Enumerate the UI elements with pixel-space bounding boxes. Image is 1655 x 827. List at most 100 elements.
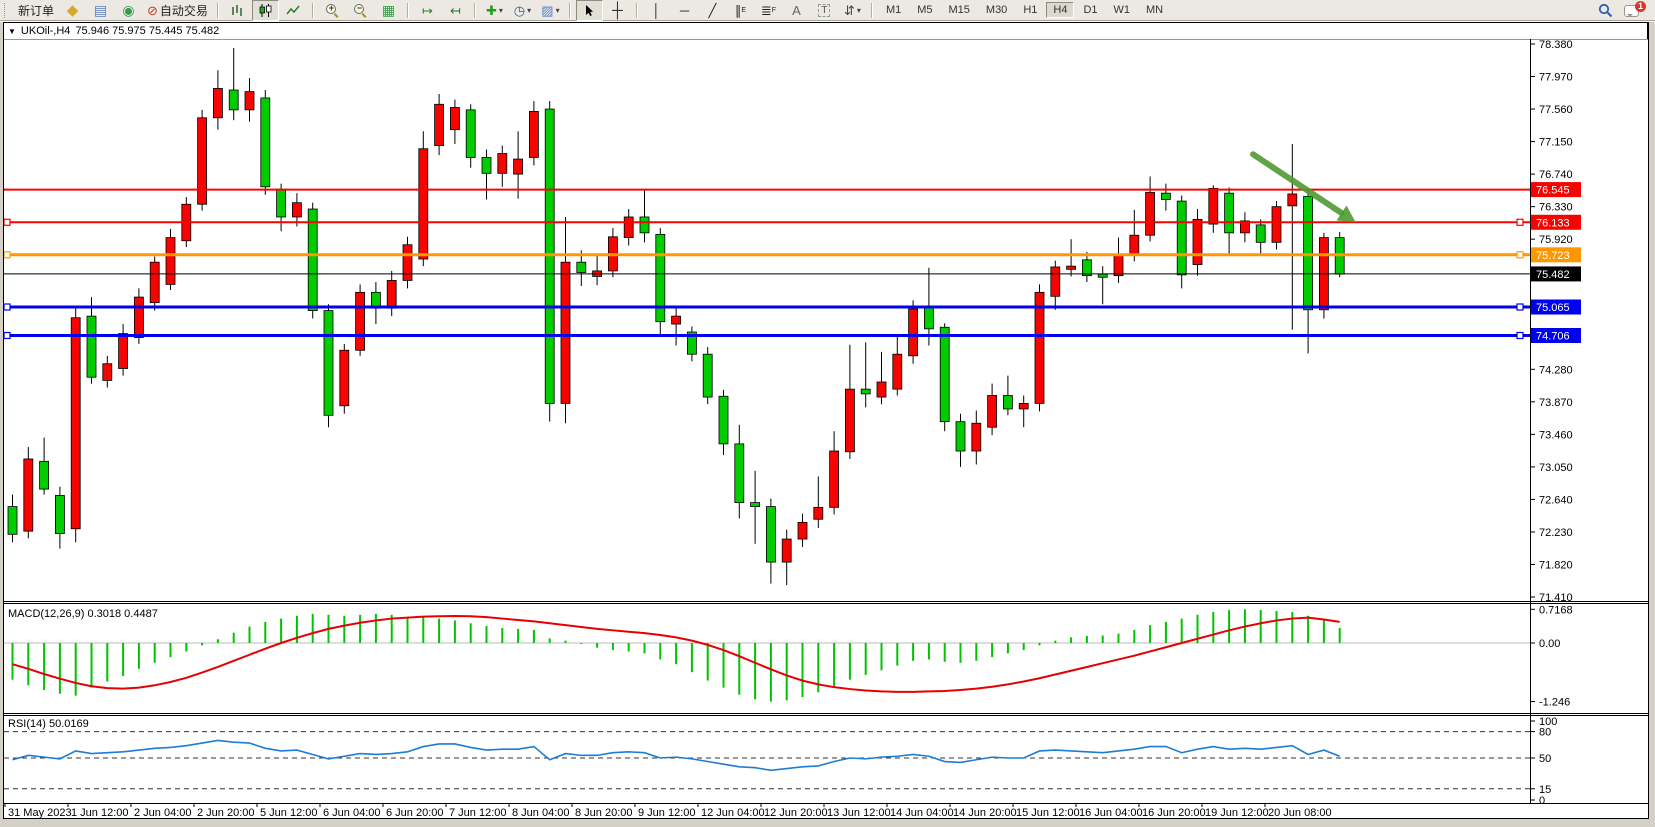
candle-bear xyxy=(1224,192,1234,234)
candle-bear xyxy=(639,216,650,234)
timeframe-d1-button[interactable]: D1 xyxy=(1083,4,1098,16)
crosshair-button[interactable]: ┼ xyxy=(612,1,623,19)
candle-bull xyxy=(386,280,397,309)
line-handle xyxy=(3,251,11,259)
timeframe-m5-button[interactable]: M5 xyxy=(917,4,933,16)
zoom-out-button[interactable]: − xyxy=(347,0,374,21)
timeframe-m1-button[interactable]: M1 xyxy=(885,4,902,16)
timeframe-m30-button[interactable]: M30 xyxy=(985,4,1008,16)
candle-bear xyxy=(687,331,697,355)
new-order-label: 新订单 xyxy=(18,3,55,18)
chart-title-bar[interactable]: ▼ UKOil-,H4 75.946 75.975 75.445 75.482 xyxy=(3,22,1648,39)
bar-chart-button[interactable] xyxy=(224,0,251,21)
candle-bear xyxy=(1255,224,1266,243)
candle-bear xyxy=(228,89,239,111)
text-button[interactable]: A xyxy=(792,2,801,18)
autotrading-label: 自动交易 xyxy=(159,3,208,18)
candle-bull xyxy=(876,381,887,398)
add-indicator-icon: ✚ xyxy=(485,2,497,18)
timeframe-m15-button[interactable]: M15 xyxy=(948,4,970,16)
candle-bear xyxy=(750,502,760,507)
price-tick-label: 77.970 xyxy=(1539,72,1573,84)
price-tick-label: 71.410 xyxy=(1539,592,1573,604)
templates-icon: ▨ xyxy=(541,2,554,18)
chat-button[interactable]: 1 xyxy=(1620,0,1648,21)
toolbar-grip[interactable] xyxy=(4,2,10,18)
candle-bull xyxy=(102,363,113,381)
rsi-axis-label: 50 xyxy=(1539,753,1551,765)
tile-windows-button[interactable]: ▦ xyxy=(381,1,396,18)
horizontal-line-button[interactable]: ─ xyxy=(679,2,690,18)
separator xyxy=(406,2,409,18)
candle-bear xyxy=(1176,200,1187,276)
macd-pane[interactable]: MACD(12,26,9) 0.3018 0.4487 0.7168 0.00 -1.… xyxy=(4,604,1573,709)
candle-bull xyxy=(1129,234,1140,255)
templates-button[interactable]: ▨ ▾ xyxy=(541,2,560,18)
macd-axis-label: -1.246 xyxy=(1539,697,1570,709)
candle-bull xyxy=(987,395,997,428)
price-tick-label: 72.230 xyxy=(1539,527,1573,539)
candle-bear xyxy=(86,315,97,378)
rsi-label: RSI(14) 50.0169 xyxy=(8,718,89,730)
autotrading-button[interactable]: ⊘ 自动交易 xyxy=(143,1,212,20)
market-watch-icon[interactable]: ◆ xyxy=(66,1,79,19)
toolbar: 新订单 ◆ ▤ ◉ ⊘ 自动交易 + − ▦ ↦ ↤ ✚ ▾ ◷ ▾ ▨ ▾ xyxy=(0,0,1655,21)
price-badge-label: 76.545 xyxy=(1536,185,1570,197)
chart-ohlc-values: 75.946 75.975 75.445 75.482 xyxy=(75,25,220,37)
search-button[interactable] xyxy=(1592,0,1619,21)
trendline-button[interactable]: ╱ xyxy=(708,2,717,18)
price-tick-label: 78.380 xyxy=(1539,39,1573,51)
horizontal-lines[interactable] xyxy=(3,188,1530,340)
new-order-button[interactable]: 新订单 xyxy=(14,1,58,20)
line-handle xyxy=(3,218,11,226)
signals-icon[interactable]: ◉ xyxy=(122,1,135,18)
arrow-head xyxy=(1336,205,1356,223)
price-badge xyxy=(1531,299,1581,315)
time-tick-label: 5 Jun 12:00 xyxy=(260,807,318,819)
candle-bull xyxy=(418,148,429,260)
time-tick-label: 2 Jun 04:00 xyxy=(134,807,192,819)
annotation-arrow[interactable] xyxy=(1250,151,1356,223)
line-chart-button[interactable] xyxy=(280,0,307,21)
timeframe-mn-button[interactable]: MN xyxy=(1146,4,1164,16)
timeframe-h4-button[interactable]: H4 xyxy=(1046,2,1075,18)
equidistant-channel-button[interactable]: ∥ E xyxy=(734,2,747,18)
time-axis[interactable]: 31 May 2023 1 Jun 12:00 2 Jun 04:00 2 Jun 2… xyxy=(4,803,1332,819)
arrows-button[interactable]: ⇵ ▾ xyxy=(843,2,861,18)
cursor-button[interactable] xyxy=(575,0,603,21)
price-tick-label: 76.740 xyxy=(1539,169,1573,181)
candlestick-button[interactable] xyxy=(251,0,279,21)
candle-bull xyxy=(212,88,223,119)
line-handle xyxy=(1516,218,1524,226)
timeframe-w1-button[interactable]: W1 xyxy=(1113,4,1131,16)
periods-button[interactable]: ◷ ▾ xyxy=(513,2,532,18)
auto-scroll-button[interactable]: ↦ xyxy=(421,2,433,18)
text-label-button[interactable]: T xyxy=(811,0,838,21)
time-tick-label: 12 Jun 04:00 xyxy=(701,807,765,819)
profiles-icon[interactable]: ▤ xyxy=(93,1,108,18)
chart-shift-button[interactable]: ↤ xyxy=(449,2,461,18)
timeframe-h1-button[interactable]: H1 xyxy=(1023,4,1038,16)
price-axis[interactable]: 78.380 77.970 77.560 77.150 76.740 76.330 75.9… xyxy=(1530,39,1581,604)
time-tick-label: 14 Jun 20:00 xyxy=(953,807,1017,819)
zoom-in-button[interactable]: + xyxy=(319,0,346,21)
price-badge-label: 76.133 xyxy=(1536,217,1570,229)
vertical-line-button[interactable]: │ xyxy=(652,2,661,18)
fibonacci-button[interactable]: ≣ F xyxy=(760,2,777,18)
separator xyxy=(568,2,571,18)
add-indicator-button[interactable]: ✚ ▾ xyxy=(485,2,503,18)
price-badge xyxy=(1531,327,1581,343)
chevron-down-icon[interactable]: ▼ xyxy=(8,26,16,36)
separator xyxy=(216,2,219,18)
price-tick-label: 71.820 xyxy=(1539,559,1573,571)
rsi-axis-label: 15 xyxy=(1539,784,1551,796)
price-badge-label: 75.723 xyxy=(1536,250,1570,262)
candle-bull xyxy=(497,153,508,174)
rsi-line xyxy=(12,739,1340,772)
time-tick-label: 8 Jun 20:00 xyxy=(575,807,633,819)
candle-bull xyxy=(813,506,824,520)
candle-bull xyxy=(781,538,792,563)
